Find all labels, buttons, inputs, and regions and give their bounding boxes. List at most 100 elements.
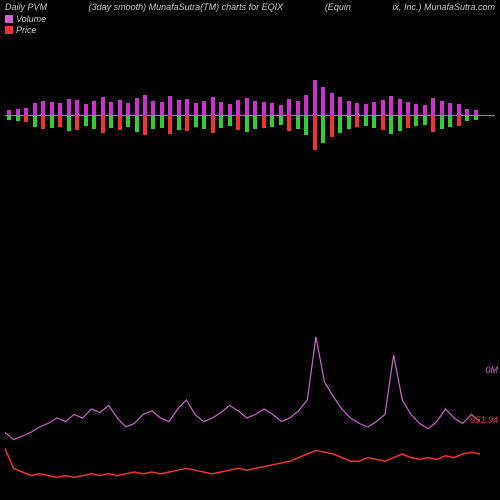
bar-slot [5, 70, 13, 160]
volume-bar-up [321, 87, 325, 115]
direction-bar-up [194, 115, 198, 127]
legend-volume: Volume [5, 14, 495, 25]
legend-price-swatch [5, 26, 13, 34]
direction-bar-down [185, 115, 189, 131]
bar-slot [183, 70, 191, 160]
bar-slot [141, 70, 149, 160]
bar-slot [268, 70, 276, 160]
bar-slot [217, 70, 225, 160]
volume-bar-up [151, 101, 155, 115]
volume-bar-up [168, 96, 172, 115]
volume-bar-up [67, 99, 71, 115]
direction-bar-up [440, 115, 444, 129]
header-title-right: ix, Inc.) MunafaSutra.com [392, 2, 495, 12]
direction-bar-up [126, 115, 130, 127]
volume-bar-up [143, 95, 147, 115]
bar-slot [310, 70, 318, 160]
volume-bar-up [219, 102, 223, 115]
volume-bar-up [245, 98, 249, 115]
volume-bar-up [338, 97, 342, 115]
line-chart-panel [5, 310, 480, 490]
volume-bar-up [279, 105, 283, 115]
volume-bar-up [381, 100, 385, 115]
direction-bar-up [389, 115, 393, 134]
bar-slot [243, 70, 251, 160]
direction-bar-down [118, 115, 122, 130]
direction-bar-down [75, 115, 79, 130]
header-title-center-a: (3day smooth) MunafaSutra(TM) charts for… [89, 2, 284, 12]
bar-slot [395, 70, 403, 160]
bar-slot [446, 70, 454, 160]
bar-slot [234, 70, 242, 160]
bar-slot [336, 70, 344, 160]
bar-slot [30, 70, 38, 160]
bar-slot [192, 70, 200, 160]
bar-slot [260, 70, 268, 160]
volume-bar-up [313, 80, 317, 115]
direction-bar-up [33, 115, 37, 127]
bar-slot [412, 70, 420, 160]
legend: Volume Price [0, 14, 500, 36]
header-title-center-b: (Equin [325, 2, 351, 12]
bar-slot [404, 70, 412, 160]
direction-bar-up [245, 115, 249, 132]
bar-slot [429, 70, 437, 160]
direction-bar-up [372, 115, 376, 128]
direction-bar-down [431, 115, 435, 132]
direction-bar-down [168, 115, 172, 134]
direction-bar-up [321, 115, 325, 143]
bar-slot [370, 70, 378, 160]
direction-bar-up [219, 115, 223, 128]
direction-bar-down [287, 115, 291, 131]
volume-bar-up [364, 104, 368, 115]
direction-bar-down [101, 115, 105, 133]
volume-bar-up [92, 101, 96, 115]
bar-slot [421, 70, 429, 160]
direction-bar-down [41, 115, 45, 129]
volume-bar-up [423, 105, 427, 115]
volume-bar-up [84, 104, 88, 115]
bar-slot [175, 70, 183, 160]
bar-slot [438, 70, 446, 160]
bar-slot [22, 70, 30, 160]
bar-slot [387, 70, 395, 160]
direction-bar-up [7, 115, 11, 120]
volume-bar-up [160, 102, 164, 115]
direction-bar-down [262, 115, 266, 128]
bar-slot [73, 70, 81, 160]
direction-bar-up [474, 115, 478, 120]
volume-bar-up [457, 104, 461, 115]
volume-zero-label: 0M [485, 365, 498, 375]
direction-bar-up [92, 115, 96, 129]
volume-bar-up [24, 108, 28, 115]
direction-bar-up [16, 115, 20, 121]
bar-slot [81, 70, 89, 160]
direction-bar-down [143, 115, 147, 135]
volume-bar-up [228, 104, 232, 115]
direction-bar-up [270, 115, 274, 127]
volume-bar-up [211, 97, 215, 115]
volume-bar-up [262, 102, 266, 115]
chart-header: Daily PVM (3day smooth) MunafaSutra(TM) … [0, 0, 500, 14]
direction-bar-up [202, 115, 206, 129]
bar-slot [472, 70, 480, 160]
bar-slot [98, 70, 106, 160]
volume-bar-up [372, 102, 376, 115]
volume-bar-up [270, 103, 274, 115]
direction-bar-up [109, 115, 113, 128]
volume-bar-panel [5, 70, 480, 160]
volume-bar-up [236, 100, 240, 115]
volume-bar-up [431, 98, 435, 115]
legend-price-label: Price [16, 25, 37, 36]
direction-bar-up [84, 115, 88, 126]
bar-slot [251, 70, 259, 160]
bar-slot [277, 70, 285, 160]
volume-bar-up [414, 104, 418, 115]
direction-bar-up [448, 115, 452, 127]
direction-bar-up [347, 115, 351, 129]
bar-slot [455, 70, 463, 160]
direction-bar-up [398, 115, 402, 131]
volume-bar-up [185, 99, 189, 115]
bar-slot [39, 70, 47, 160]
volume-bar-up [253, 101, 257, 115]
